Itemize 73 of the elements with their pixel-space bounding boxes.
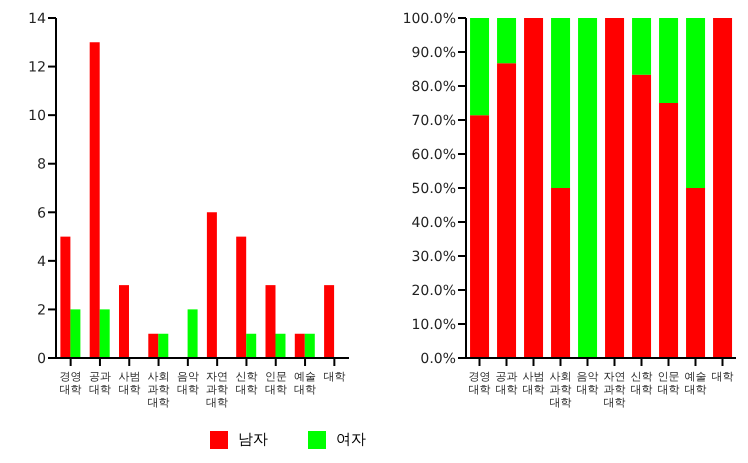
bar	[470, 18, 490, 116]
bar	[578, 18, 598, 358]
y-tick-label: 8	[37, 156, 46, 173]
bar	[659, 103, 678, 358]
bar	[118, 285, 129, 358]
y-tick-label: 0	[37, 350, 46, 367]
x-tick-label: 음악대학	[576, 370, 598, 396]
y-tick-label: 60.0%	[412, 146, 456, 163]
bar	[551, 188, 570, 358]
bar	[275, 334, 286, 358]
bar	[470, 115, 490, 358]
bar	[686, 18, 706, 188]
bar	[206, 212, 217, 358]
legend-label: 남자	[238, 430, 268, 449]
y-tick-label: 40.0%	[412, 214, 456, 231]
x-tick-label: 음악대학	[176, 370, 199, 396]
bar	[659, 18, 678, 103]
y-tick-label: 14	[28, 10, 46, 27]
x-tick-label: 사회과학대학	[148, 370, 170, 409]
x-tick-label: 신학대학	[235, 370, 258, 396]
x-tick-label: 자연과학대학	[206, 370, 228, 409]
bar	[188, 309, 198, 358]
x-tick-label: 공과대학	[88, 370, 111, 396]
bar	[148, 334, 158, 358]
bar	[713, 18, 732, 358]
bar	[236, 236, 246, 358]
bar	[100, 309, 110, 358]
bar	[70, 309, 80, 358]
y-tick-label: 0.0%	[420, 350, 456, 367]
bar	[304, 334, 315, 358]
bar	[90, 42, 100, 358]
y-tick-label: 20.0%	[412, 282, 456, 299]
bar	[632, 18, 652, 75]
y-tick-label: 10	[28, 108, 46, 124]
x-tick-label: 자연과학대학	[604, 370, 626, 409]
x-tick-label: 대학	[712, 370, 734, 383]
x-tick-label: 사범대학	[522, 370, 544, 396]
x-tick-label: 사회과학대학	[550, 370, 572, 409]
y-tick-label: 80.0%	[412, 78, 456, 95]
bar	[265, 285, 276, 358]
x-tick-label: 경영대학	[60, 370, 82, 396]
y-tick-label: 12	[28, 60, 46, 76]
x-tick-label: 대학	[323, 370, 346, 383]
x-tick-label: 인문대학	[264, 370, 287, 396]
legend-label: 여자	[336, 430, 366, 449]
bar	[497, 18, 516, 64]
bar	[686, 188, 706, 358]
x-tick-label: 경영대학	[468, 370, 490, 396]
y-tick-label: 50.0%	[412, 180, 456, 197]
bar	[632, 74, 652, 358]
bar	[294, 334, 305, 358]
bar	[605, 18, 624, 358]
bar	[60, 236, 70, 358]
y-tick-label: 100.0%	[402, 10, 456, 27]
y-tick-label: 4	[37, 254, 46, 270]
y-tick-label: 6	[37, 205, 46, 222]
x-tick-label: 예술대학	[684, 370, 706, 396]
bar	[524, 18, 544, 358]
y-tick-label: 2	[37, 302, 46, 318]
bar	[246, 334, 256, 358]
x-tick-label: 사범대학	[118, 370, 140, 396]
x-tick-label: 공과대학	[496, 370, 518, 396]
y-tick-label: 70.0%	[412, 112, 456, 129]
y-tick-label: 30.0%	[412, 248, 456, 265]
x-tick-label: 인문대학	[658, 370, 680, 396]
bar	[497, 63, 516, 358]
bar	[324, 285, 334, 358]
bar	[158, 334, 168, 358]
bar	[551, 18, 570, 188]
y-tick-label: 90.0%	[412, 44, 456, 61]
x-tick-label: 신학대학	[630, 370, 652, 396]
x-tick-label: 예술대학	[294, 370, 316, 396]
y-tick-label: 10.0%	[412, 316, 456, 333]
